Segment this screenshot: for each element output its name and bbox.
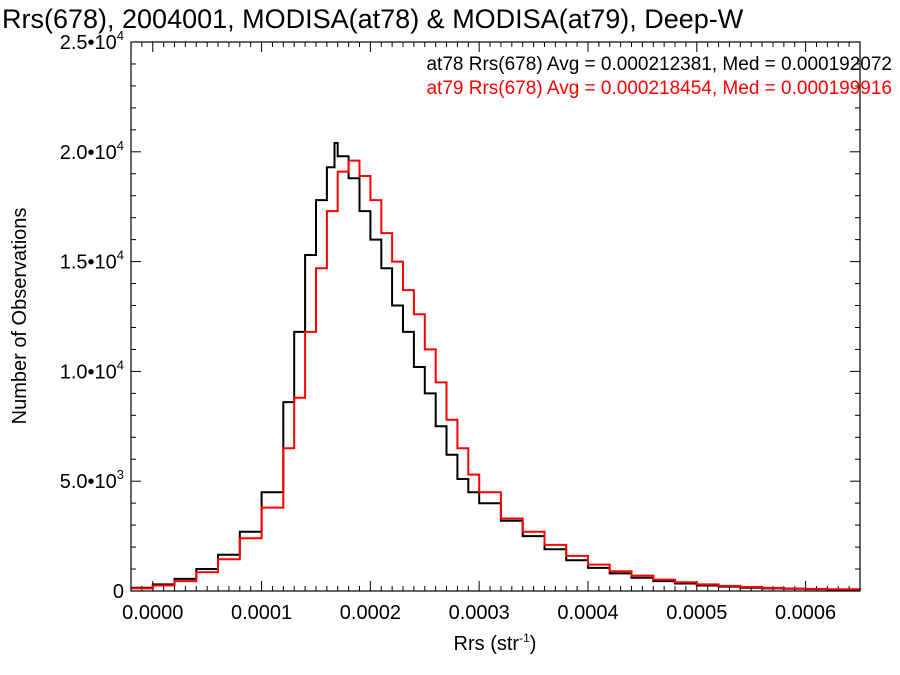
x-tick-label: 0.0001 <box>231 602 292 624</box>
x-tick-label: 0.0006 <box>775 602 836 624</box>
y-tick-label: 2.5•104 <box>60 28 124 54</box>
x-axis-label-end: ) <box>530 633 537 655</box>
y-tick-label: 2.0•104 <box>60 138 124 164</box>
x-tick-labels: 0.0000 0.0001 0.0002 0.0003 0.0004 0.0005 0.00… <box>122 602 836 624</box>
plot-frame <box>130 41 861 592</box>
y-axis-label: Number of Observations <box>9 208 31 425</box>
y-tick-label: 1.5•104 <box>60 248 124 274</box>
series-group <box>131 142 861 591</box>
y-tick-label-base: 0 <box>113 581 124 603</box>
axis-ticks <box>130 41 861 592</box>
x-tick-label: 0.0003 <box>449 602 510 624</box>
legend: at78 Rrs(678) Avg = 0.000212381, Med = 0… <box>426 54 892 99</box>
series-line-0 <box>131 142 861 591</box>
x-axis-label: Rrs (str-1) <box>454 631 537 655</box>
x-tick-label: 0.0005 <box>666 602 727 624</box>
y-tick-label: 5.0•103 <box>60 467 124 493</box>
x-tick-label: 0.0004 <box>557 602 618 624</box>
legend-entry: at79 Rrs(678) Avg = 0.000218454, Med = 0… <box>426 78 892 99</box>
y-tick-label: 0 <box>113 581 124 603</box>
y-tick-label-base: 2.0•10 <box>60 142 117 164</box>
legend-entry: at78 Rrs(678) Avg = 0.000212381, Med = 0… <box>426 54 892 75</box>
y-tick-label-exponent: 4 <box>117 138 124 153</box>
y-tick-label-exponent: 4 <box>117 248 124 263</box>
chart-title: Rrs(678), 2004001, MODISA(at78) & MODISA… <box>2 4 744 34</box>
y-tick-label-exponent: 4 <box>117 357 124 372</box>
y-tick-label-base: 2.5•10 <box>60 32 117 54</box>
y-tick-label-exponent: 4 <box>117 28 124 43</box>
y-tick-label-base: 1.0•10 <box>60 361 117 383</box>
y-tick-label-base: 1.5•10 <box>60 252 117 274</box>
y-tick-label-base: 5.0•10 <box>60 471 117 493</box>
x-tick-label: 0.0000 <box>122 602 183 624</box>
y-tick-label: 1.0•104 <box>60 357 124 383</box>
series-line-1 <box>131 159 861 591</box>
x-tick-label: 0.0002 <box>340 602 401 624</box>
x-axis-label-main: Rrs (str <box>454 633 520 655</box>
y-tick-label-exponent: 3 <box>117 467 124 482</box>
x-axis-label-superscript: -1 <box>519 631 530 645</box>
